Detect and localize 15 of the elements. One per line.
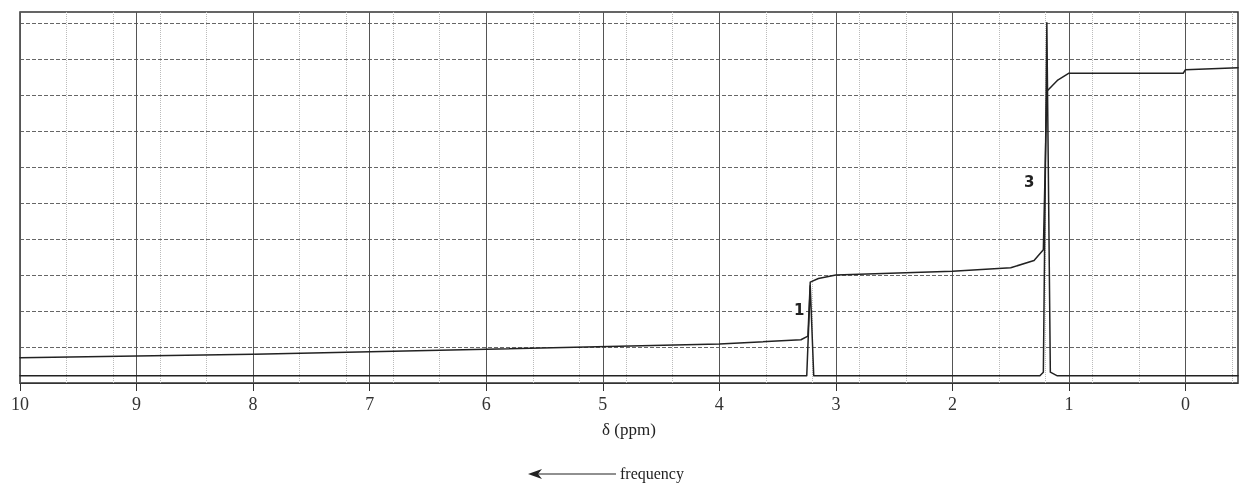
text: frequency bbox=[620, 464, 684, 483]
x-tick-label: 9 bbox=[132, 394, 142, 414]
x-tick-label: 6 bbox=[481, 394, 491, 414]
x-tick-label: 0 bbox=[1181, 394, 1191, 414]
annotation: 1 bbox=[794, 300, 805, 319]
x-axis-title: δ (ppm) bbox=[602, 420, 656, 439]
x-tick-label: 2 bbox=[947, 394, 957, 414]
x-tick-label: 1 bbox=[1064, 394, 1074, 414]
x-tick-label: 4 bbox=[714, 394, 724, 414]
annotation: 3 bbox=[1024, 172, 1035, 191]
x-tick-label: 5 bbox=[598, 394, 608, 414]
x-tick-label: 10 bbox=[11, 394, 29, 414]
x-tick-label: 3 bbox=[831, 394, 841, 414]
x-tick-label: 8 bbox=[248, 394, 258, 414]
x-tick-label: 7 bbox=[365, 394, 375, 414]
